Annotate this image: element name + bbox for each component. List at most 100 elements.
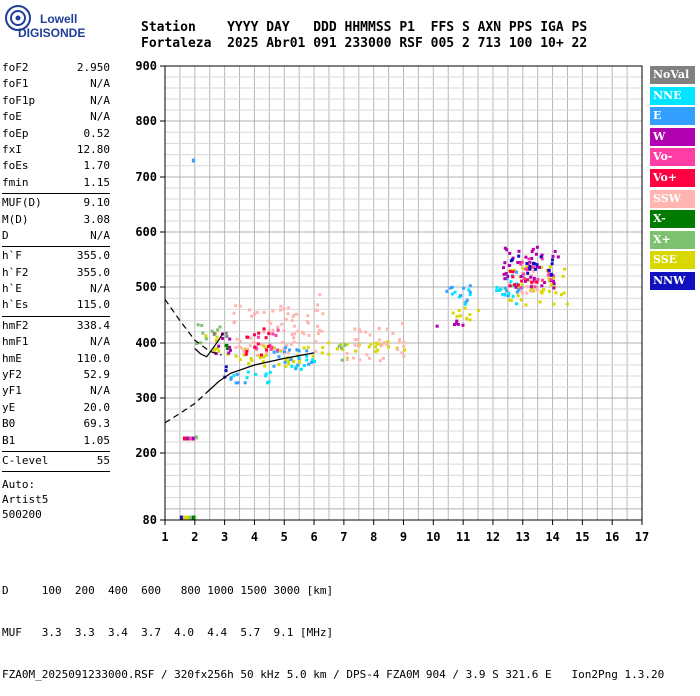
data-point: [310, 360, 314, 364]
legend-item-w: W: [650, 127, 695, 146]
data-point: [525, 265, 529, 269]
data-point: [503, 246, 507, 250]
y-tick-label: 700: [135, 170, 157, 184]
profile-upper-dashed: [164, 298, 222, 356]
header-labels-cell: AXN: [477, 20, 509, 35]
data-point: [458, 314, 462, 318]
data-point: [235, 372, 239, 376]
data-point: [233, 320, 237, 324]
data-point: [516, 260, 520, 264]
header-values-cell: 005: [430, 36, 462, 51]
series-e: [191, 158, 525, 385]
data-point: [535, 245, 539, 249]
data-point: [508, 251, 512, 255]
profile-solid: [206, 352, 315, 393]
data-point: [345, 342, 349, 346]
autoscale-info: Auto:: [2, 478, 36, 492]
data-point: [511, 294, 515, 298]
data-point: [525, 268, 529, 272]
data-point: [368, 333, 372, 337]
data-point: [547, 270, 551, 274]
y-tick-label: 900: [135, 59, 157, 73]
data-point: [464, 300, 468, 304]
data-point: [248, 344, 252, 348]
data-point: [289, 342, 293, 346]
data-point: [552, 282, 556, 286]
param-value: 20.0: [83, 400, 111, 414]
data-point: [252, 333, 256, 337]
data-point: [253, 345, 257, 349]
data-point: [247, 362, 251, 366]
param-name: D: [2, 228, 9, 242]
data-point: [497, 288, 501, 292]
data-point: [267, 332, 271, 336]
data-point: [264, 372, 268, 376]
data-point: [377, 327, 381, 331]
data-point: [495, 289, 499, 293]
data-point: [534, 252, 538, 256]
data-point: [539, 255, 543, 259]
data-point: [218, 325, 222, 329]
data-point: [519, 289, 523, 293]
data-point: [287, 359, 291, 363]
data-point: [315, 309, 319, 313]
data-point: [445, 289, 449, 293]
logo-text-digisonde: DIGISONDE: [18, 26, 86, 40]
header-values-cell: 22: [571, 36, 596, 51]
data-point: [521, 266, 525, 270]
data-point: [550, 262, 554, 266]
profile-curves: [164, 298, 315, 424]
data-point: [182, 515, 186, 520]
x-tick-label: 14: [545, 530, 559, 544]
legend-item-nne: NNE: [650, 86, 695, 105]
x-tick-label: 3: [221, 530, 228, 544]
data-point: [400, 351, 404, 355]
data-point: [265, 348, 269, 352]
data-point: [401, 322, 405, 326]
data-point: [364, 330, 368, 334]
param-name: yE: [2, 400, 16, 414]
profile-lower-dashed: [164, 392, 208, 424]
x-tick-label: 5: [281, 530, 288, 544]
data-point: [294, 365, 298, 369]
data-point: [292, 340, 296, 344]
data-point: [450, 285, 454, 289]
param-value: N/A: [90, 110, 110, 124]
data-point: [553, 249, 557, 253]
param-row: MUF(D) 9.10: [2, 195, 110, 211]
data-point: [530, 249, 534, 253]
data-point: [548, 265, 552, 269]
data-point: [245, 376, 249, 380]
data-point: [549, 278, 553, 282]
data-point: [280, 322, 284, 326]
data-point: [530, 280, 534, 284]
header-labels-cell: FFS: [430, 20, 462, 35]
data-point: [243, 347, 247, 351]
x-tick-label: 13: [516, 530, 530, 544]
data-point: [268, 343, 272, 347]
data-point: [528, 267, 532, 271]
param-row: B0 69.3: [2, 416, 110, 432]
data-point: [520, 283, 524, 287]
data-point: [265, 351, 269, 355]
data-point: [227, 351, 231, 355]
data-point: [396, 348, 400, 352]
param-name: h`Es: [2, 298, 29, 312]
data-point: [535, 288, 539, 292]
data-point: [525, 285, 529, 289]
data-point: [505, 248, 509, 252]
data-point: [456, 322, 460, 326]
param-row: yF1 N/A: [2, 383, 110, 399]
y-tick-label: 600: [135, 225, 157, 239]
data-point: [402, 354, 406, 358]
data-point: [343, 343, 347, 347]
param-value: 0.52: [83, 126, 111, 140]
data-point: [238, 358, 242, 362]
data-point: [271, 328, 275, 332]
data-point: [191, 436, 195, 441]
data-point: [296, 329, 300, 333]
data-point: [272, 346, 276, 350]
param-value: N/A: [90, 228, 110, 242]
data-point: [526, 271, 530, 275]
header-values-cell: 100: [508, 36, 541, 51]
